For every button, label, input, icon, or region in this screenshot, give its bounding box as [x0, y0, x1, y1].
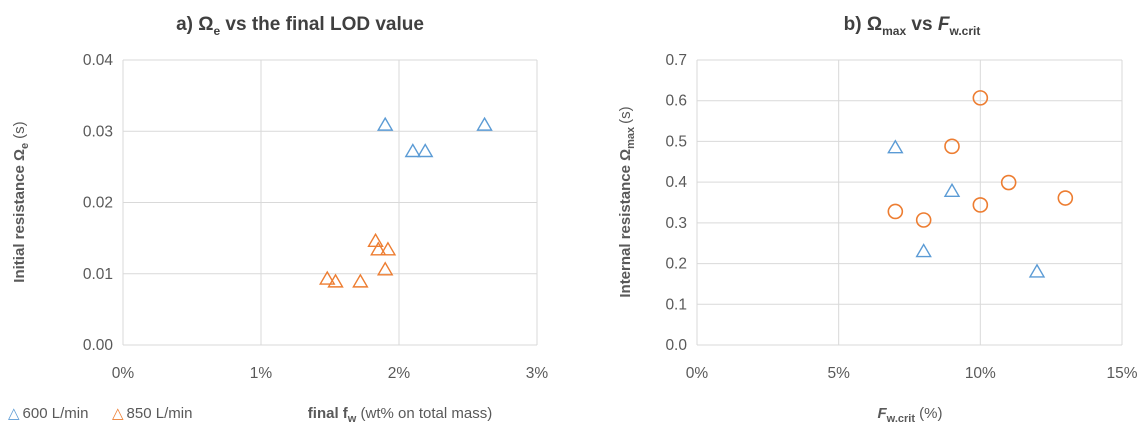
- point-circle-marker: [944, 138, 960, 155]
- point-triangle-marker: [327, 273, 344, 288]
- chart-a: a) Ωe vs the final LOD value 0.000.010.0…: [11, 14, 548, 425]
- chart-b-y-tick-labels: 0.0 0.1 0.2 0.3 0.4 0.5 0.6 0.7: [665, 52, 687, 354]
- x-tick-label: 5%: [827, 365, 850, 382]
- y-tick-label: 0.02: [83, 195, 113, 212]
- point-triangle-marker: [915, 243, 932, 258]
- chart-a-gridlines: [122, 59, 538, 346]
- point-triangle-marker: [376, 116, 394, 131]
- x-tick-label: 0%: [112, 365, 135, 382]
- point-circle-marker: [1000, 174, 1017, 191]
- point-circle-marker: [1057, 190, 1074, 206]
- chart-b: b) Ωmax vs Fw.crit 0.0 0.1 0.2 0.3 0.4 0.5 0.6…: [617, 14, 1138, 425]
- y-tick-label: 0.01: [83, 266, 113, 283]
- x-tick-label: 3%: [526, 365, 549, 382]
- point-triangle-marker: [887, 139, 904, 154]
- legend-item-850: △ 850 L/min: [112, 405, 192, 422]
- point-triangle-marker: [943, 182, 961, 197]
- legend: △ 600 L/min △ 850 L/min: [8, 405, 192, 422]
- x-tick-label: 2%: [388, 365, 411, 382]
- point-triangle-marker: [1028, 263, 1046, 278]
- chart-a-x-axis-label: final fw (wt% on total mass): [308, 405, 492, 425]
- point-triangle-marker: [352, 273, 369, 288]
- point-triangle-marker: [370, 241, 387, 256]
- chart-a-points: [319, 116, 493, 288]
- y-tick-label: 0.7: [665, 52, 687, 69]
- chart-b-x-axis-label: Fw.crit (%): [878, 405, 943, 425]
- x-tick-label: 10%: [965, 365, 996, 382]
- x-tick-label: 1%: [250, 365, 273, 382]
- chart-a-y-tick-labels: 0.00 0.01 0.02 0.03 0.04: [83, 52, 114, 354]
- y-tick-label: 0.2: [665, 256, 687, 273]
- point-triangle-marker: [417, 143, 434, 158]
- chart-b-gridlines: [696, 59, 1123, 346]
- point-triangle-marker: [404, 143, 422, 158]
- point-triangle-marker: [319, 270, 336, 285]
- y-tick-label: 0.04: [83, 52, 114, 69]
- legend-850-triangle-icon: △: [112, 405, 124, 422]
- point-triangle-marker: [367, 232, 384, 247]
- point-circle-marker: [972, 90, 989, 106]
- legend-item-600: △ 600 L/min: [8, 405, 88, 422]
- point-circle-marker: [972, 197, 989, 213]
- x-tick-label: 15%: [1106, 365, 1137, 382]
- y-tick-label: 0.4: [665, 174, 687, 191]
- legend-600-triangle-icon: △: [8, 405, 20, 422]
- x-tick-label: 0%: [686, 365, 709, 382]
- chart-b-points: [887, 90, 1074, 278]
- y-tick-label: 0.5: [665, 133, 687, 150]
- point-triangle-marker: [476, 116, 493, 131]
- y-tick-label: 0.00: [83, 337, 114, 354]
- point-triangle-marker: [376, 261, 394, 276]
- point-triangle-marker: [379, 241, 397, 256]
- point-circle-marker: [887, 203, 904, 220]
- y-tick-label: 0.6: [665, 93, 687, 110]
- y-tick-label: 0.0: [665, 337, 687, 354]
- chart-a-y-axis-label: Initial resistance Ωe(s): [11, 121, 31, 282]
- y-tick-label: 0.1: [665, 296, 687, 313]
- chart-a-title: a) Ωe vs the final LOD value: [176, 14, 424, 38]
- chart-b-y-axis-label: Internal resistance Ωmax(s): [617, 106, 637, 297]
- y-tick-label: 0.03: [83, 123, 113, 140]
- chart-a-x-tick-labels: 0% 1% 2% 3%: [112, 365, 549, 382]
- chart-b-x-tick-labels: 0% 5% 10% 15%: [686, 365, 1138, 382]
- chart-b-title: b) Ωmax vs Fw.crit: [844, 14, 981, 38]
- y-tick-label: 0.3: [665, 215, 687, 232]
- point-circle-marker: [915, 212, 932, 228]
